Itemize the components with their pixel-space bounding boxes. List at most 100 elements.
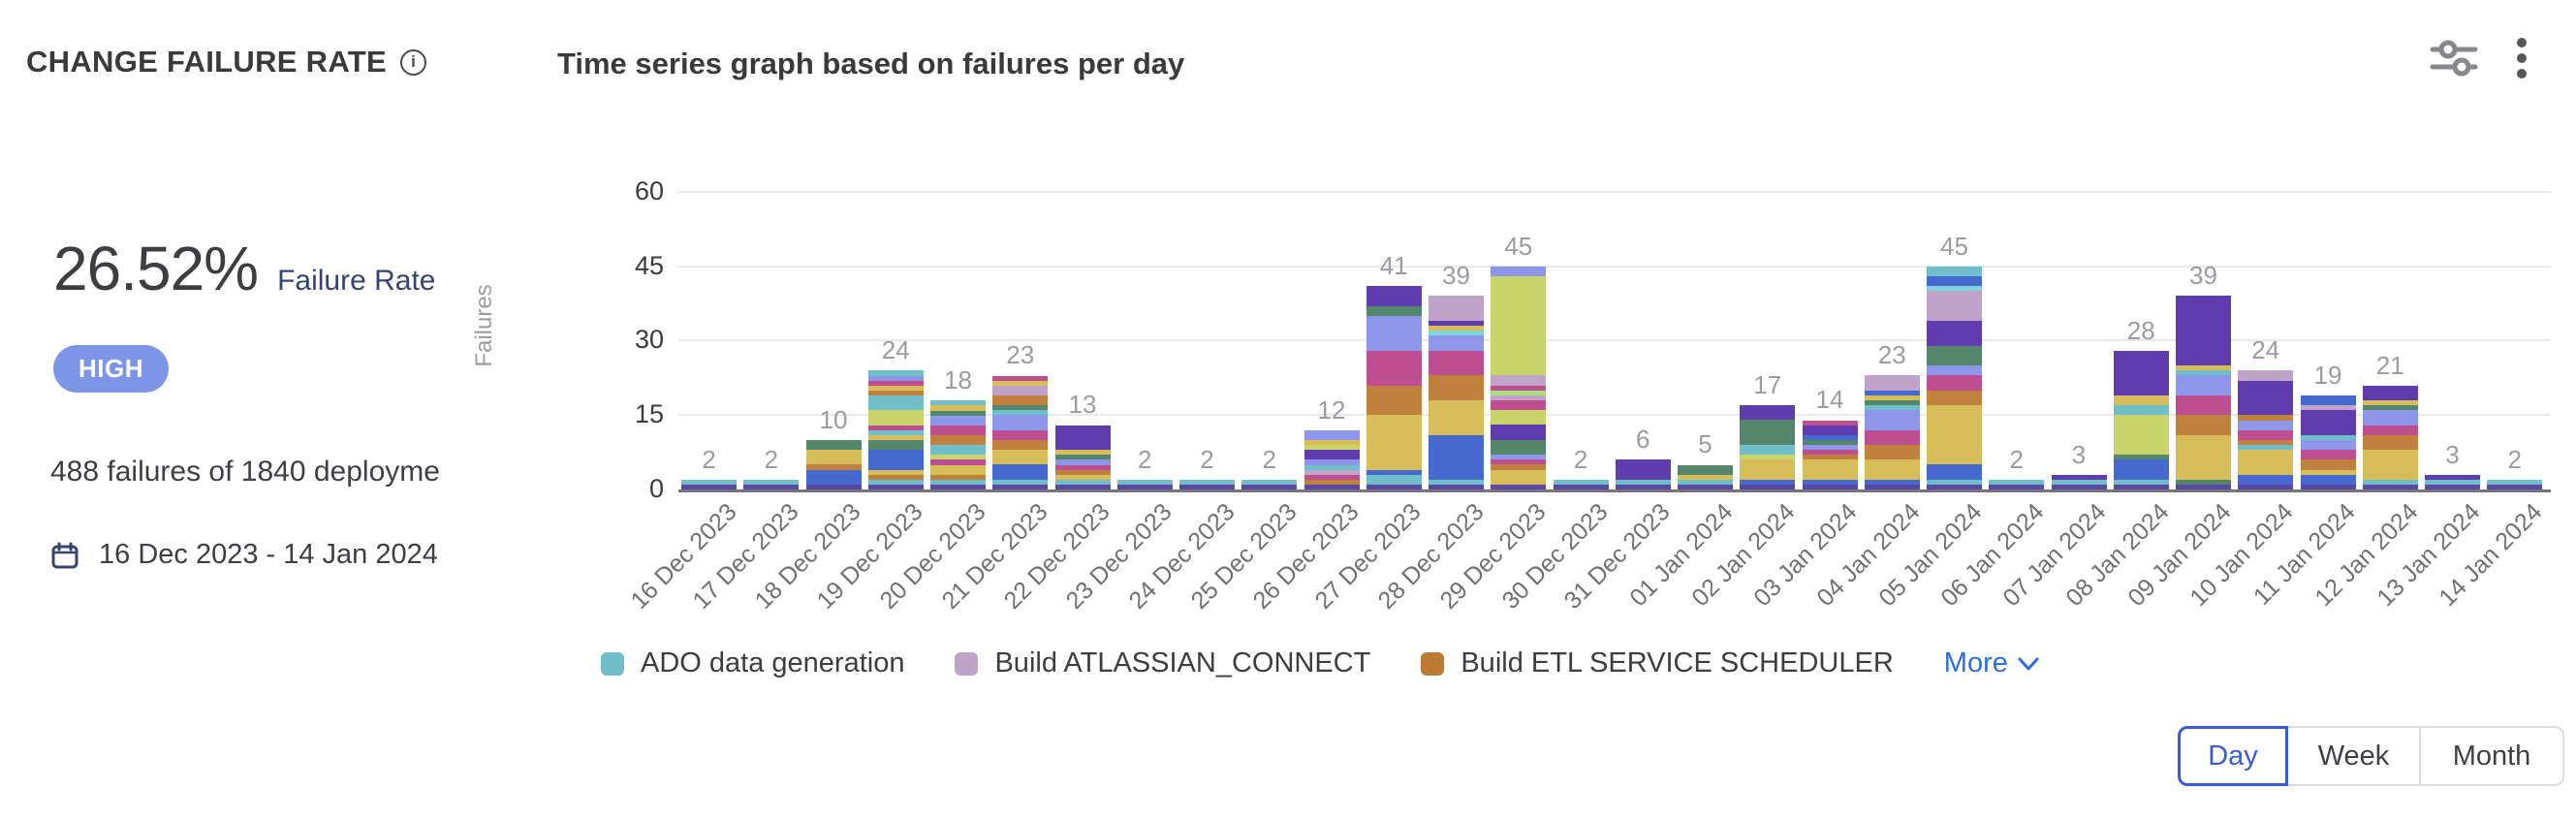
bar-segment[interactable] <box>1740 484 1796 489</box>
bar-segment[interactable] <box>992 375 1049 381</box>
bar-segment[interactable] <box>1304 440 1360 446</box>
bar-segment[interactable] <box>992 484 1049 489</box>
bar-segment[interactable] <box>1864 429 1920 445</box>
bar-segment[interactable] <box>2362 425 2418 435</box>
bar-segment[interactable] <box>1864 444 1920 460</box>
bar-segment[interactable] <box>930 415 986 426</box>
bar-segment[interactable] <box>1366 385 1422 416</box>
bar-segment[interactable] <box>1054 425 1111 451</box>
bar-segment[interactable] <box>1802 450 1858 456</box>
bar-segment[interactable] <box>1678 479 1733 485</box>
legend-more-button[interactable]: More <box>1944 647 2039 679</box>
bar-segment[interactable] <box>1366 474 1422 485</box>
bar-segment[interactable] <box>1927 320 1982 346</box>
bar-segment[interactable] <box>2362 405 2418 411</box>
bar-segment[interactable] <box>867 390 924 395</box>
bar-segment[interactable] <box>930 434 986 446</box>
bar-segment[interactable] <box>1491 425 1547 440</box>
bar-segment[interactable] <box>743 484 800 489</box>
bar-segment[interactable] <box>2300 395 2356 406</box>
bar-segment[interactable] <box>930 474 986 480</box>
bar-segment[interactable] <box>2051 479 2107 485</box>
bar-segment[interactable] <box>2362 410 2418 426</box>
bar-segment[interactable] <box>867 429 924 435</box>
bar-segment[interactable] <box>2300 459 2356 470</box>
bar-segment[interactable] <box>1304 450 1360 460</box>
bar-segment[interactable] <box>1304 469 1360 475</box>
bar-segment[interactable] <box>1054 479 1111 485</box>
legend-item[interactable]: ADO data generation <box>601 647 904 679</box>
bar-segment[interactable] <box>1304 429 1360 441</box>
granularity-day-button[interactable]: Day <box>2178 726 2288 786</box>
bar-segment[interactable] <box>805 450 862 465</box>
bar-segment[interactable] <box>2300 450 2356 460</box>
bar-segment[interactable] <box>1989 484 2045 489</box>
bar-segment[interactable] <box>992 405 1049 411</box>
bar-segment[interactable] <box>2113 405 2169 416</box>
bar-segment[interactable] <box>1802 439 1858 446</box>
bar-segment[interactable] <box>867 474 924 480</box>
bar-segment[interactable] <box>1429 399 1484 435</box>
bar-segment[interactable] <box>2362 385 2418 400</box>
bar-segment[interactable] <box>1802 459 1858 480</box>
bar-segment[interactable] <box>1553 479 1609 485</box>
bar-segment[interactable] <box>2300 405 2356 411</box>
bar-segment[interactable] <box>1429 331 1484 336</box>
bar-segment[interactable] <box>1740 479 1796 485</box>
bar-segment[interactable] <box>2113 459 2169 480</box>
bar-segment[interactable] <box>1491 459 1547 465</box>
bar-segment[interactable] <box>1740 420 1796 446</box>
bar-segment[interactable] <box>930 484 986 489</box>
bar-segment[interactable] <box>992 429 1049 440</box>
bar-segment[interactable] <box>2051 474 2107 480</box>
bar-segment[interactable] <box>992 479 1049 485</box>
bar-segment[interactable] <box>1304 484 1360 489</box>
bar-segment[interactable] <box>867 439 924 451</box>
bar-segment[interactable] <box>743 479 800 485</box>
bar-segment[interactable] <box>1802 484 1858 489</box>
bar-segment[interactable] <box>1864 479 1920 485</box>
bar-segment[interactable] <box>2362 450 2418 480</box>
bar-segment[interactable] <box>867 394 924 411</box>
bar-segment[interactable] <box>2300 474 2356 485</box>
bar-segment[interactable] <box>2362 484 2418 489</box>
bar-segment[interactable] <box>1864 375 1920 391</box>
granularity-month-button[interactable]: Month <box>2419 726 2564 786</box>
bar-segment[interactable] <box>1615 479 1671 485</box>
bar-segment[interactable] <box>1054 450 1111 456</box>
bar-segment[interactable] <box>2238 370 2294 381</box>
bar-segment[interactable] <box>2238 415 2294 421</box>
bar-segment[interactable] <box>1927 286 1982 292</box>
bar-segment[interactable] <box>1927 291 1982 321</box>
bar-segment[interactable] <box>930 479 986 485</box>
bar-segment[interactable] <box>1366 316 1422 351</box>
bar-segment[interactable] <box>1740 445 1796 456</box>
bar-segment[interactable] <box>867 484 924 489</box>
bar-segment[interactable] <box>2362 399 2418 406</box>
bar-segment[interactable] <box>1366 469 1422 475</box>
bar-segment[interactable] <box>1927 375 1982 391</box>
bar-segment[interactable] <box>2362 479 2418 485</box>
bar-segment[interactable] <box>930 425 986 435</box>
bar-segment[interactable] <box>930 459 986 465</box>
bar-segment[interactable] <box>1304 459 1360 465</box>
bar-segment[interactable] <box>1864 394 1920 400</box>
bar-segment[interactable] <box>1927 276 1982 287</box>
bar-segment[interactable] <box>992 394 1049 406</box>
bar-segment[interactable] <box>1491 464 1547 470</box>
bar-segment[interactable] <box>992 450 1049 465</box>
bar-segment[interactable] <box>930 455 986 460</box>
bar-segment[interactable] <box>1179 484 1235 489</box>
bar-segment[interactable] <box>1927 405 1982 465</box>
bar-segment[interactable] <box>1615 484 1671 489</box>
bar-segment[interactable] <box>2051 484 2107 489</box>
bar-segment[interactable] <box>1429 296 1484 322</box>
bar-segment[interactable] <box>2176 394 2231 416</box>
bar-segment[interactable] <box>1802 434 1858 440</box>
bar-segment[interactable] <box>867 380 924 386</box>
bar-segment[interactable] <box>992 415 1049 430</box>
bar-segment[interactable] <box>930 400 986 406</box>
bar-segment[interactable] <box>2238 484 2294 489</box>
bar-segment[interactable] <box>1491 390 1547 395</box>
bar-segment[interactable] <box>805 484 862 489</box>
